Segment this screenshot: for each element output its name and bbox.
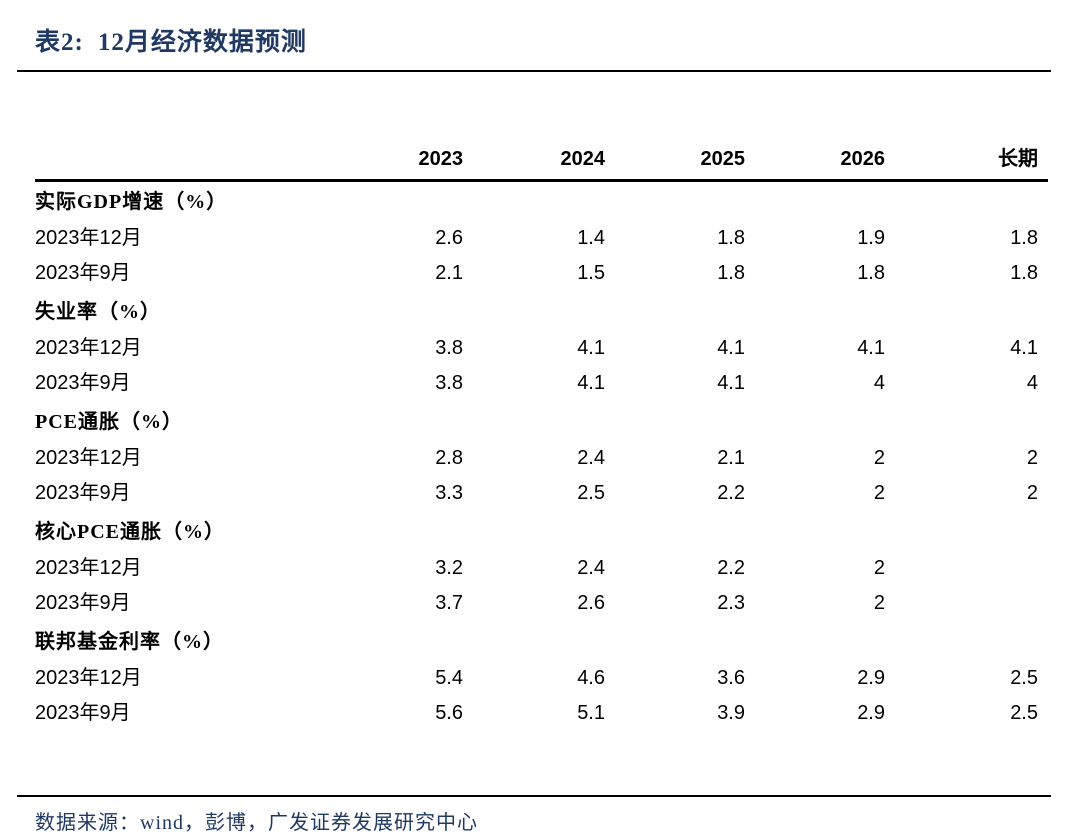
cell-value: 3.3 — [435, 481, 463, 504]
row-label: 2023年12月 — [35, 336, 142, 359]
column-header-4: 2026 — [755, 143, 895, 182]
section-header-row: 实际GDP增速（%） — [35, 180, 1048, 220]
table-row: 2023年9月 3.3 2.5 2.2 2 2 — [35, 475, 1048, 510]
cell-value: 2.9 — [857, 701, 885, 724]
cell-value: 2.5 — [1010, 666, 1038, 689]
table-row: 2023年9月 3.8 4.1 4.1 4 4 — [35, 365, 1048, 400]
cell-value: 2 — [873, 591, 885, 614]
cell-value: 2.1 — [717, 446, 745, 469]
cell-value: 2 — [873, 446, 885, 469]
row-label: 2023年12月 — [35, 446, 142, 469]
cell-value: 2 — [1026, 446, 1038, 469]
forecast-table: 2023 2024 2025 2026 长期 实际GDP增速（%） 2023年12月 2.6… — [35, 143, 1048, 730]
cell-value: 2.5 — [1010, 701, 1038, 724]
row-label: 2023年12月 — [35, 556, 142, 579]
column-header-rowlabel — [35, 143, 333, 182]
table-row: 2023年9月 2.1 1.5 1.8 1.8 1.8 — [35, 255, 1048, 290]
cell-value: 4.6 — [577, 666, 605, 689]
section-header-row: 联邦基金利率（%） — [35, 620, 1048, 660]
cell-value: 2.2 — [717, 481, 745, 504]
cell-value: 4.1 — [857, 336, 885, 359]
cell-value: 4.1 — [717, 371, 745, 394]
cell-value: 2.3 — [717, 591, 745, 614]
table-row: 2023年9月 3.7 2.6 2.3 2 — [35, 585, 1048, 620]
cell-value: 1.5 — [577, 261, 605, 284]
row-label: 2023年9月 — [35, 481, 131, 504]
cell-value: 2.9 — [857, 666, 885, 689]
cell-value: 2.4 — [577, 556, 605, 579]
cell-value: 2 — [873, 481, 885, 504]
cell-value — [895, 550, 1048, 585]
cell-value: 3.6 — [717, 666, 745, 689]
section-label: 联邦基金利率（%） — [35, 631, 224, 653]
cell-value: 1.8 — [1010, 261, 1038, 284]
section-label: PCE通胀（%） — [35, 411, 183, 433]
column-header-2: 2024 — [473, 143, 615, 182]
cell-value: 2.5 — [577, 481, 605, 504]
table-title-prefix: 表2: — [35, 29, 84, 56]
cell-value: 1.8 — [857, 261, 885, 284]
cell-value: 4.1 — [577, 336, 605, 359]
table-title: 表2: 12月经济数据预测 — [35, 22, 307, 58]
table-row: 2023年12月 3.2 2.4 2.2 2 — [35, 550, 1048, 585]
row-label: 2023年9月 — [35, 591, 131, 614]
cell-value: 1.9 — [857, 226, 885, 249]
table-row: 2023年12月 2.8 2.4 2.1 2 2 — [35, 440, 1048, 475]
data-source: 数据来源：wind，彭博，广发证券发展研究中心 — [35, 812, 478, 834]
cell-value: 2.4 — [577, 446, 605, 469]
table-header-row: 2023 2024 2025 2026 长期 — [35, 143, 1048, 182]
table-row: 2023年9月 5.6 5.1 3.9 2.9 2.5 — [35, 695, 1048, 730]
section-label: 实际GDP增速（%） — [35, 191, 228, 213]
cell-value: 4 — [1026, 371, 1038, 394]
row-label: 2023年9月 — [35, 701, 131, 724]
table-title-text: 12月经济数据预测 — [97, 29, 307, 56]
table-row: 2023年12月 2.6 1.4 1.8 1.9 1.8 — [35, 220, 1048, 255]
cell-value: 5.1 — [577, 701, 605, 724]
cell-value: 4.1 — [717, 336, 745, 359]
cell-value: 4.1 — [577, 371, 605, 394]
column-header-3: 2025 — [615, 143, 755, 182]
cell-value: 3.9 — [717, 701, 745, 724]
cell-value: 2 — [1026, 481, 1038, 504]
cell-value: 4.1 — [1010, 336, 1038, 359]
cell-value: 3.2 — [435, 556, 463, 579]
cell-value: 3.7 — [435, 591, 463, 614]
cell-value: 1.8 — [1010, 226, 1038, 249]
cell-value: 4 — [873, 371, 885, 394]
cell-value: 1.8 — [717, 261, 745, 284]
cell-value: 2 — [873, 556, 885, 579]
table-row: 2023年12月 5.4 4.6 3.6 2.9 2.5 — [35, 660, 1048, 695]
cell-value: 2.6 — [435, 226, 463, 249]
row-label: 2023年9月 — [35, 261, 131, 284]
section-label: 核心PCE通胀（%） — [35, 521, 225, 543]
footer-divider — [17, 795, 1051, 797]
section-header-row: 失业率（%） — [35, 290, 1048, 330]
table-row: 2023年12月 3.8 4.1 4.1 4.1 4.1 — [35, 330, 1048, 365]
section-label: 失业率（%） — [35, 301, 161, 323]
cell-value: 1.4 — [577, 226, 605, 249]
row-label: 2023年9月 — [35, 371, 131, 394]
cell-value: 2.2 — [717, 556, 745, 579]
cell-value: 3.8 — [435, 336, 463, 359]
cell-value: 5.4 — [435, 666, 463, 689]
cell-value: 3.8 — [435, 371, 463, 394]
row-label: 2023年12月 — [35, 666, 142, 689]
section-header-row: 核心PCE通胀（%） — [35, 510, 1048, 550]
cell-value: 2.8 — [435, 446, 463, 469]
title-divider — [17, 70, 1051, 72]
column-header-1: 2023 — [333, 143, 473, 182]
column-header-5: 长期 — [895, 143, 1048, 182]
cell-value: 5.6 — [435, 701, 463, 724]
cell-value: 1.8 — [717, 226, 745, 249]
row-label: 2023年12月 — [35, 226, 142, 249]
cell-value: 2.1 — [435, 261, 463, 284]
cell-value: 2.6 — [577, 591, 605, 614]
section-header-row: PCE通胀（%） — [35, 400, 1048, 440]
cell-value — [895, 585, 1048, 620]
